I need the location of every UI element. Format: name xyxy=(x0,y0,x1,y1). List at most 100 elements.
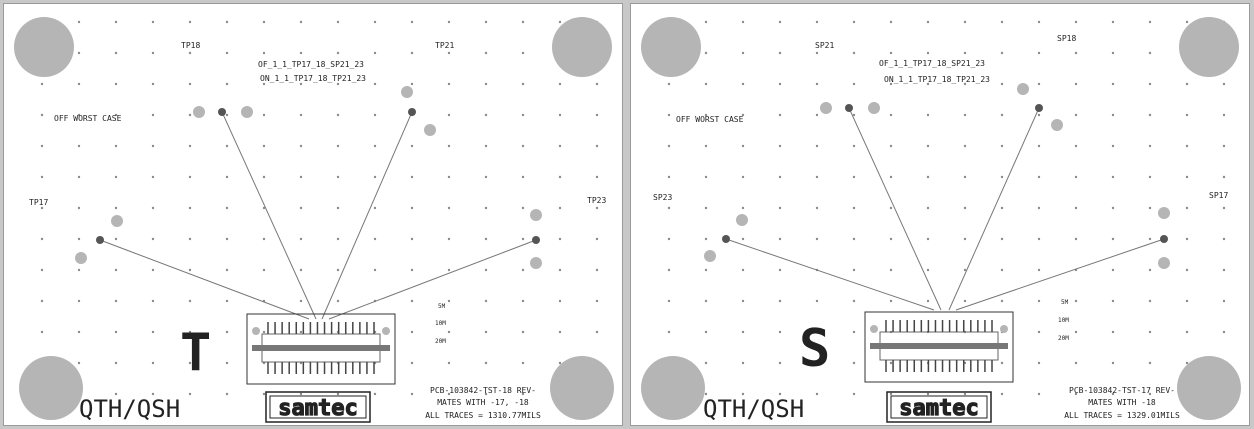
grid-dot xyxy=(299,299,303,303)
grid-dot xyxy=(40,113,44,117)
connector-footprint xyxy=(246,313,396,385)
grid-dot xyxy=(741,82,745,86)
grid-dot xyxy=(336,82,340,86)
grid-dot xyxy=(447,51,451,55)
grid-dot xyxy=(741,299,745,303)
grid-dot xyxy=(1037,361,1041,365)
grid-dot xyxy=(1185,113,1189,117)
grid-dot xyxy=(1222,206,1226,210)
grid-dot xyxy=(1148,82,1152,86)
grid-dot xyxy=(262,330,266,334)
grid-dot xyxy=(926,51,930,55)
grid-dot xyxy=(1185,299,1189,303)
grid-dot xyxy=(1000,82,1004,86)
probe-pads xyxy=(75,86,542,269)
grid-dot xyxy=(1111,268,1115,272)
connector-bus xyxy=(870,343,1008,349)
samtec-logo: samtec xyxy=(265,391,371,423)
grid-dot xyxy=(1111,144,1115,148)
grid-dot xyxy=(1000,206,1004,210)
grid-dot xyxy=(1148,20,1152,24)
grid-dot xyxy=(447,82,451,86)
grid-dot xyxy=(852,82,856,86)
grid-dot xyxy=(926,206,930,210)
grid-dot xyxy=(410,361,414,365)
mounting-hole xyxy=(550,356,614,420)
grid-dot xyxy=(667,206,671,210)
grid-dot xyxy=(704,299,708,303)
grid-dot xyxy=(373,113,377,117)
grid-dot xyxy=(40,206,44,210)
case-label: OFF WORST CASE xyxy=(54,114,122,123)
grid-dot xyxy=(484,361,488,365)
grid-dot xyxy=(1074,392,1078,396)
grid-dot xyxy=(1037,392,1041,396)
grid-dot xyxy=(815,361,819,365)
net-label-off: OF_1_1_TP17_18_SP21_23 xyxy=(879,59,985,68)
grid-dot xyxy=(558,82,562,86)
grid-dot xyxy=(1037,51,1041,55)
footer-line: MATES WITH -17, -18 xyxy=(437,398,529,407)
grid-dot xyxy=(1000,361,1004,365)
traces xyxy=(99,111,537,320)
grid-dot xyxy=(667,237,671,241)
grid-dot xyxy=(558,299,562,303)
side-letter: T xyxy=(180,323,211,383)
grid-dot xyxy=(262,144,266,148)
net-label-on: ON_1_1_TP17_18_TP21_23 xyxy=(260,74,366,83)
grid-dot xyxy=(188,113,192,117)
grid-dot xyxy=(815,237,819,241)
grid-dot xyxy=(299,330,303,334)
grid-dot xyxy=(1000,113,1004,117)
grid-dot xyxy=(926,268,930,272)
grid-dot xyxy=(40,175,44,179)
grid-dot xyxy=(114,206,118,210)
grid-dot xyxy=(558,175,562,179)
trace xyxy=(321,111,413,320)
trace xyxy=(948,107,1040,311)
grid-dot xyxy=(852,392,856,396)
probe-pad xyxy=(424,124,436,136)
pcb-panel-right: samtec SP21 SP18 SP23 SP17 OF_1_1_TP17_1… xyxy=(630,3,1250,426)
probe-pad xyxy=(530,257,542,269)
footer-line: MATES WITH -18 xyxy=(1088,398,1156,407)
grid-dot xyxy=(373,206,377,210)
grid-dot xyxy=(225,206,229,210)
grid-dot xyxy=(1111,82,1115,86)
grid-dot xyxy=(373,144,377,148)
dim-label: 5M xyxy=(1061,299,1069,306)
grid-dot xyxy=(151,113,155,117)
grid-dot xyxy=(188,268,192,272)
grid-dot xyxy=(336,237,340,241)
trace xyxy=(725,238,935,311)
grid-dot xyxy=(926,20,930,24)
grid-dot xyxy=(114,82,118,86)
probe-label: TP17 xyxy=(29,198,48,207)
grid-dot xyxy=(1222,299,1226,303)
connector-peg xyxy=(1000,325,1008,333)
grid-dot xyxy=(1185,330,1189,334)
grid-dot xyxy=(1222,144,1226,148)
grid-dot xyxy=(741,268,745,272)
grid-dot xyxy=(336,51,340,55)
grid-dot xyxy=(299,51,303,55)
grid-dot xyxy=(1037,268,1041,272)
grid-dot xyxy=(299,175,303,179)
grid-dot xyxy=(521,299,525,303)
grid-dot xyxy=(926,175,930,179)
grid-dot xyxy=(77,206,81,210)
grid-dot xyxy=(410,237,414,241)
grid-dot xyxy=(1074,51,1078,55)
grid-dot xyxy=(741,361,745,365)
grid-dot xyxy=(1074,330,1078,334)
grid-dot xyxy=(1037,330,1041,334)
grid-dot xyxy=(815,51,819,55)
grid-dot xyxy=(484,51,488,55)
grid-dot xyxy=(114,51,118,55)
grid-dot xyxy=(741,330,745,334)
connector-bus xyxy=(252,345,390,351)
grid-dot xyxy=(410,206,414,210)
grid-dot xyxy=(484,175,488,179)
grid-dot xyxy=(963,237,967,241)
grid-dot xyxy=(704,392,708,396)
